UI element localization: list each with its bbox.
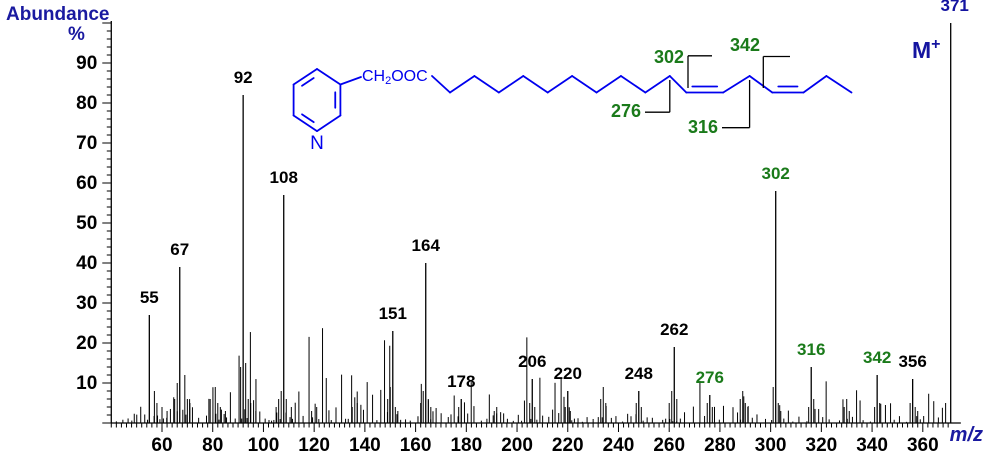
- svg-text:180: 180: [450, 435, 482, 452]
- svg-text:40: 40: [76, 253, 97, 274]
- svg-text:276: 276: [696, 368, 724, 387]
- svg-text:92: 92: [234, 68, 253, 87]
- svg-text:m/z: m/z: [950, 424, 983, 446]
- svg-text:178: 178: [447, 372, 475, 391]
- svg-text:220: 220: [552, 435, 584, 452]
- svg-text:206: 206: [518, 352, 546, 371]
- svg-text:320: 320: [806, 435, 838, 452]
- svg-text:316: 316: [688, 117, 718, 137]
- svg-text:50: 50: [76, 213, 97, 234]
- svg-text:280: 280: [704, 435, 736, 452]
- svg-text:90: 90: [76, 53, 97, 74]
- svg-text:30: 30: [76, 293, 97, 314]
- svg-text:108: 108: [270, 168, 298, 187]
- svg-text:302: 302: [654, 47, 684, 67]
- svg-text:248: 248: [625, 364, 653, 383]
- svg-text:276: 276: [611, 101, 641, 121]
- svg-text:60: 60: [76, 173, 97, 194]
- svg-text:N: N: [310, 133, 324, 154]
- svg-text:100: 100: [248, 435, 280, 452]
- svg-text:200: 200: [501, 435, 533, 452]
- svg-text:60: 60: [151, 435, 172, 452]
- svg-text:20: 20: [76, 333, 97, 354]
- svg-text:140: 140: [349, 435, 381, 452]
- svg-text:371: 371: [941, 0, 969, 15]
- svg-text:55: 55: [140, 288, 159, 307]
- svg-text:151: 151: [379, 304, 407, 323]
- svg-text:356: 356: [898, 352, 926, 371]
- svg-text:80: 80: [202, 435, 223, 452]
- svg-text:%: %: [68, 24, 85, 45]
- svg-text:316: 316: [797, 340, 825, 359]
- svg-text:220: 220: [554, 364, 582, 383]
- svg-text:164: 164: [412, 236, 441, 255]
- svg-text:260: 260: [653, 435, 685, 452]
- svg-text:CH2OOC: CH2OOC: [362, 68, 428, 87]
- svg-text:342: 342: [863, 348, 891, 367]
- svg-text:70: 70: [76, 133, 97, 154]
- svg-text:240: 240: [603, 435, 635, 452]
- svg-text:10: 10: [76, 373, 97, 394]
- svg-text:80: 80: [76, 93, 97, 114]
- svg-text:340: 340: [856, 435, 888, 452]
- svg-text:300: 300: [755, 435, 787, 452]
- svg-text:160: 160: [400, 435, 432, 452]
- svg-text:Abundance: Abundance: [6, 4, 109, 25]
- svg-text:120: 120: [298, 435, 330, 452]
- svg-text:67: 67: [170, 240, 189, 259]
- svg-text:342: 342: [730, 35, 760, 55]
- svg-text:262: 262: [660, 320, 688, 339]
- svg-text:360: 360: [907, 435, 939, 452]
- svg-text:302: 302: [762, 164, 790, 183]
